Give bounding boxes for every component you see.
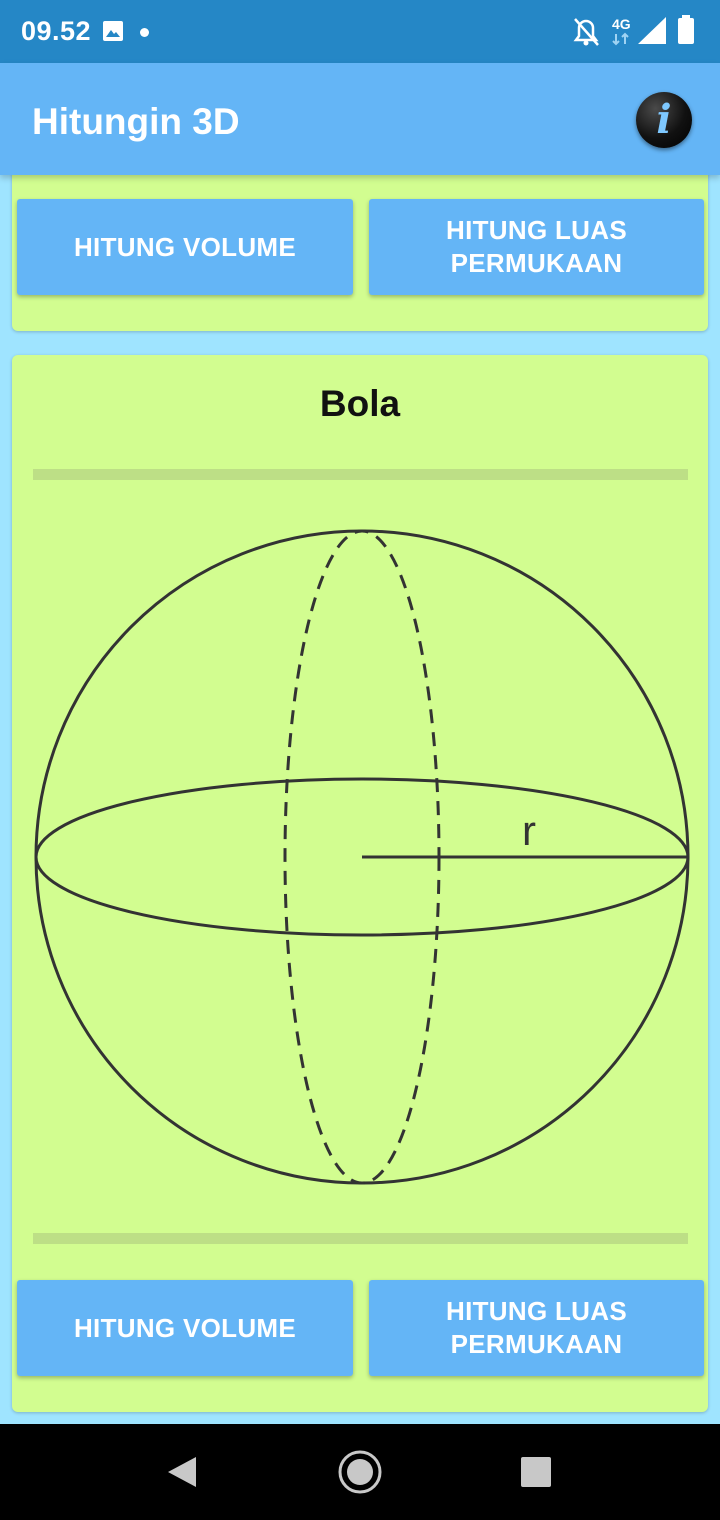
status-bar: 09.52 4G: [0, 0, 720, 63]
hitung-volume-button[interactable]: HITUNG VOLUME: [17, 1280, 353, 1376]
app-bar: Hitungin 3D i: [0, 63, 720, 175]
status-time: 09.52: [21, 16, 92, 46]
card-title: Bola: [319, 383, 401, 424]
info-button[interactable]: i: [636, 92, 692, 148]
data-arrows-icon: [612, 32, 629, 46]
image-icon: [103, 21, 123, 41]
radius-label: r: [522, 807, 536, 854]
nav-icons: [168, 1450, 551, 1494]
divider-top: [33, 469, 688, 480]
home-icon[interactable]: [338, 1450, 382, 1494]
divider-bottom: [33, 1233, 688, 1244]
hitung-luas-permukaan-button[interactable]: HITUNG LUAS PERMUKAAN: [369, 1280, 704, 1376]
battery-icon: [678, 15, 694, 44]
app-title: Hitungin 3D: [32, 101, 240, 142]
notifications-off-icon: [573, 18, 599, 46]
hitung-volume-button[interactable]: HITUNG VOLUME: [17, 199, 353, 295]
card-previous-shape: HITUNG VOLUME HITUNG LUAS PERMUKAAN: [12, 150, 708, 331]
signal-icon: [638, 17, 666, 44]
sphere-diagram: r: [34, 529, 690, 1185]
status-icons: 4G: [573, 15, 694, 46]
card-bola: Bola r HITUNG VOLUME HITUNG LUAS PERMUKA…: [12, 355, 708, 1412]
hitung-luas-permukaan-button[interactable]: HITUNG LUAS PERMUKAAN: [369, 199, 704, 295]
recents-icon[interactable]: [521, 1457, 551, 1487]
network-type: 4G: [612, 16, 631, 32]
navigation-bar: [0, 1424, 720, 1520]
back-icon[interactable]: [168, 1457, 196, 1487]
info-icon: i: [656, 96, 672, 143]
notification-dot: [140, 28, 149, 37]
